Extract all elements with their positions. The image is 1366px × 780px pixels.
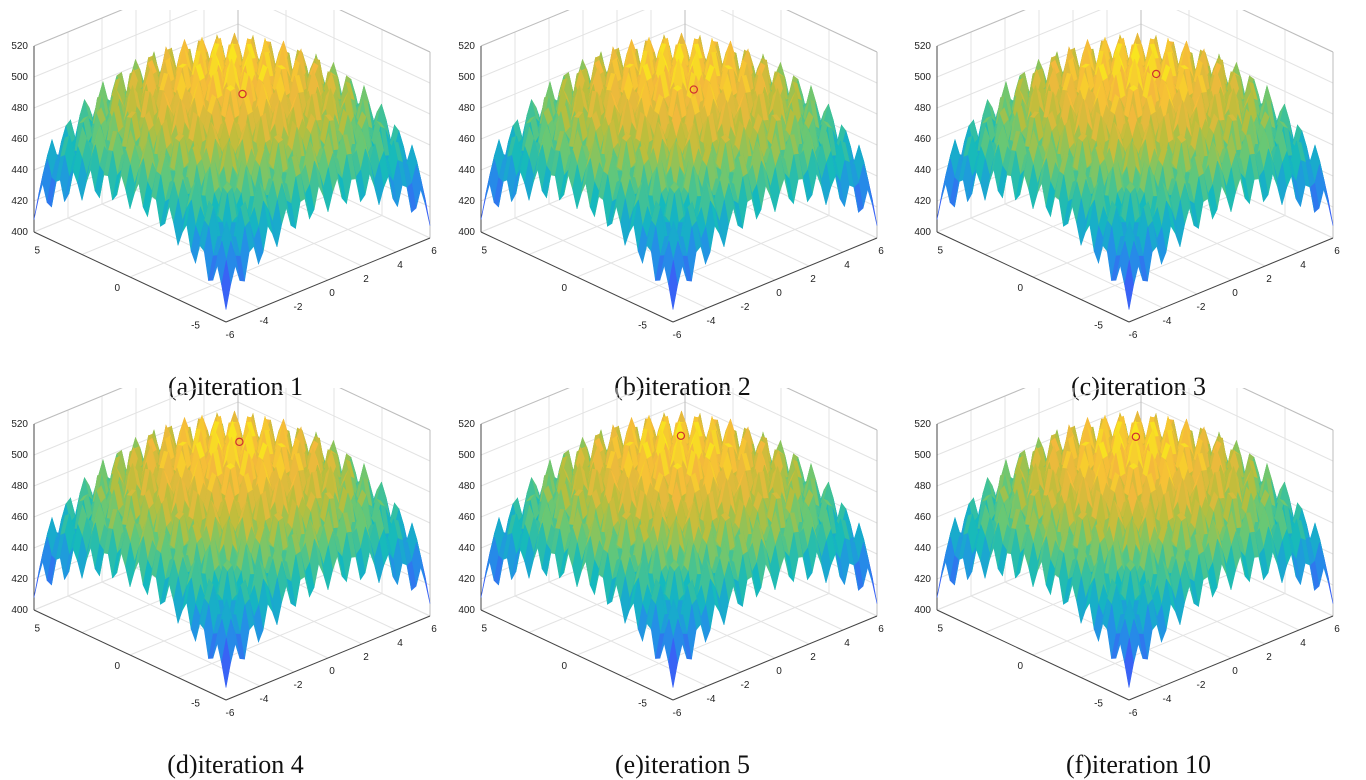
surface-mesh	[34, 33, 430, 309]
z-tick-label: 440	[458, 165, 475, 176]
z-tick-label: 520	[458, 41, 475, 52]
x-tick-label: 6	[431, 246, 437, 257]
x-tick-label: 0	[329, 288, 335, 299]
z-tick-label: 500	[11, 72, 28, 83]
surface-mesh	[481, 33, 877, 309]
x-tick-label: 4	[844, 260, 850, 271]
z-tick-label: 460	[458, 134, 475, 145]
surface-mesh	[937, 33, 1333, 309]
x-tick-label: 4	[397, 260, 403, 271]
x-tick-label: 0	[776, 288, 782, 299]
x-tick-label: 6	[878, 246, 884, 257]
y-tick-label: 5	[481, 246, 487, 257]
x-tick-label: -6	[673, 330, 682, 341]
y-tick-label: 0	[114, 283, 120, 294]
x-tick-label: -2	[741, 302, 750, 313]
z-tick-label: 400	[11, 227, 28, 238]
z-tick-label: 480	[11, 103, 28, 114]
y-tick-label: -5	[638, 321, 647, 332]
surface-plot-svg: 400 420 440 460 480 500 520 -6 -4 -2 0 2 4 6 -5 0 5	[8, 10, 453, 365]
x-tick-label: -4	[260, 316, 269, 327]
z-tick-label: 420	[11, 196, 28, 207]
z-tick-label: 440	[11, 165, 28, 176]
surface-plot-svg: 400 420 440 460 480 500 520 -6 -4 -2 0 2 4 6 -5 0 5	[455, 10, 900, 365]
y-tick-label: -5	[191, 321, 200, 332]
z-tick-label: 400	[458, 227, 475, 238]
x-tick-label: -4	[707, 316, 716, 327]
x-tick-label: 2	[810, 274, 816, 285]
z-tick-label: 420	[458, 196, 475, 207]
z-tick-label: 480	[458, 103, 475, 114]
x-tick-label: 2	[363, 274, 369, 285]
z-tick-label: 460	[11, 134, 28, 145]
y-tick-label: 5	[34, 246, 40, 257]
z-tick-label: 520	[11, 41, 28, 52]
z-tick-label: 500	[458, 72, 475, 83]
x-tick-label: -6	[226, 330, 235, 341]
y-tick-label: 0	[561, 283, 567, 294]
x-tick-label: -2	[294, 302, 303, 313]
